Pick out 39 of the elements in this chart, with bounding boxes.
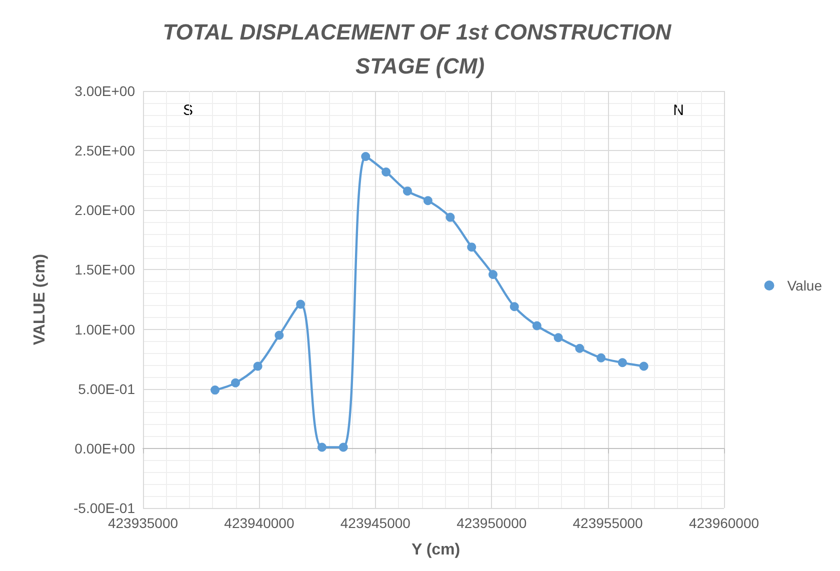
- x-tick-label: 423960000: [688, 515, 760, 531]
- x-axis-title: Y (cm): [412, 542, 460, 558]
- y-tick-label: 1.00E+00: [74, 321, 136, 338]
- x-tick-label: 423950000: [456, 515, 527, 531]
- point: [554, 333, 563, 342]
- point: [253, 362, 262, 371]
- point: [274, 330, 284, 340]
- chart-title: TOTAL DISPLACEMENT OF 1st CONSTRUCTION STAGE (CM): [162, 20, 678, 78]
- y-tick-label: 3.00E+00: [74, 83, 136, 99]
- y-tick-label: 5.00E-01: [78, 380, 136, 397]
- point: [488, 270, 498, 279]
- point: [423, 196, 432, 206]
- x-tick-label: 423955000: [572, 515, 644, 531]
- point: [639, 362, 648, 371]
- point: [446, 212, 455, 222]
- legend-label: Value: [787, 278, 822, 294]
- point: [467, 242, 476, 252]
- point: [338, 442, 348, 452]
- point: [575, 344, 584, 353]
- point: [382, 168, 391, 177]
- y-tick-label: 1.50E+00: [74, 262, 136, 278]
- point: [361, 152, 370, 162]
- y-tick-label: 2.50E+00: [74, 142, 136, 159]
- y-tick-label: 0.00E+00: [74, 440, 136, 456]
- y-tick-label: -5.00E-01: [74, 500, 136, 516]
- y-axis-title: VALUE (cm): [32, 254, 48, 346]
- point: [510, 302, 519, 312]
- x-tick-label: 423935000: [108, 515, 178, 531]
- point: [317, 442, 326, 452]
- point: [532, 321, 542, 330]
- point: [596, 353, 606, 362]
- point: [402, 186, 412, 196]
- x-tick-label: 423945000: [340, 515, 411, 531]
- x-tick-label: 423940000: [224, 515, 294, 531]
- point: [296, 300, 306, 309]
- point: [231, 378, 240, 388]
- point: [618, 358, 627, 368]
- y-tick-label: 2.00E+00: [74, 202, 136, 218]
- point: [210, 386, 220, 395]
